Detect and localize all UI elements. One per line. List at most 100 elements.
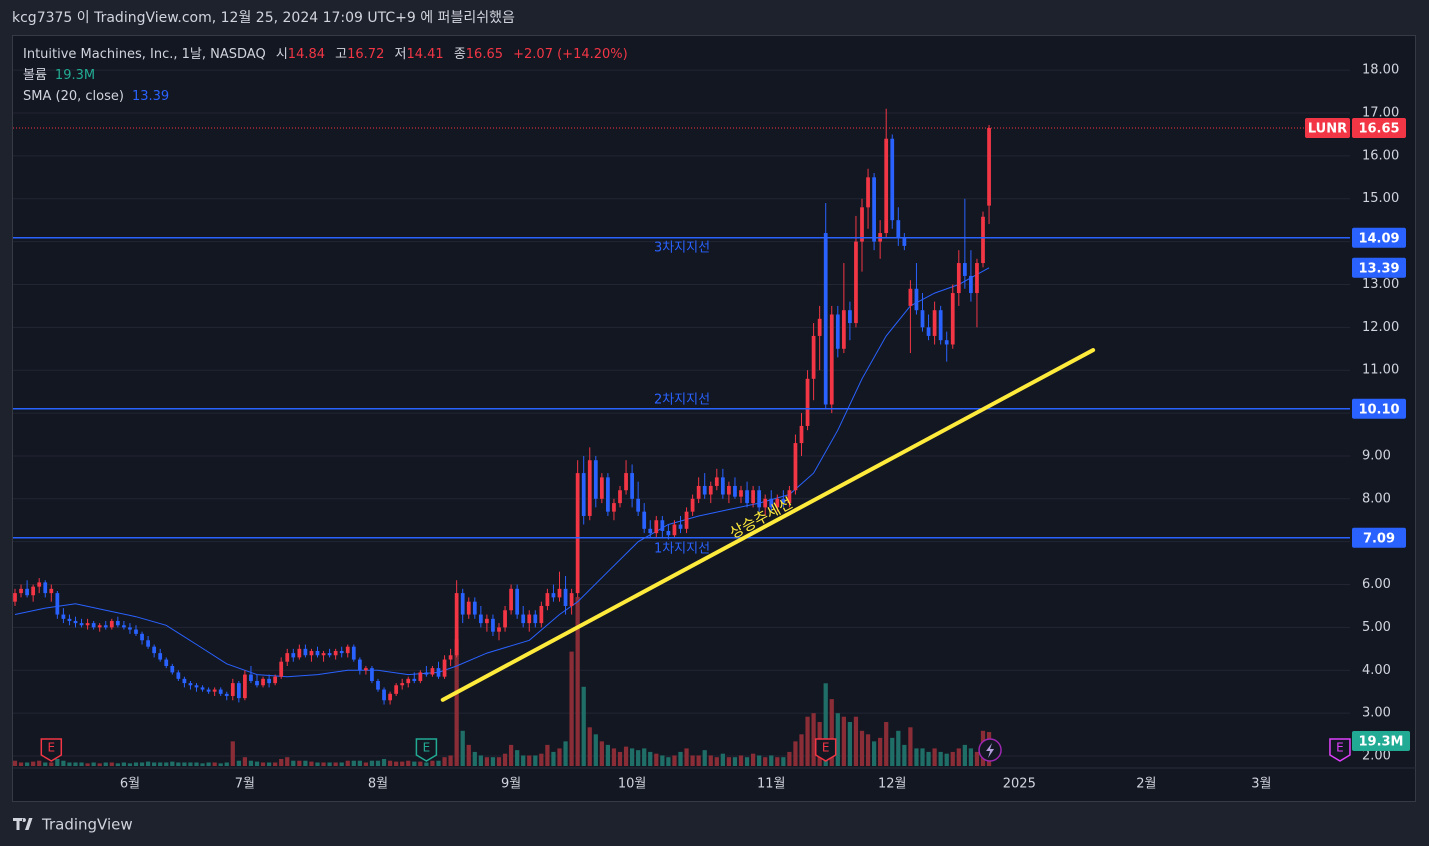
y-tick-label: 18.00 [1362,63,1399,78]
ohlc-label: 저 [394,47,406,62]
volume-bar [260,762,266,766]
volume-bar [466,744,471,766]
candle-body [678,524,683,529]
volume-bar [859,730,865,766]
volume-bar [841,716,846,766]
volume-bar [230,741,235,766]
candle-body [255,680,259,686]
candle-body [212,689,217,692]
volume-bar [43,762,48,766]
volume-bar [248,760,254,766]
volume-bar [79,762,84,766]
volume-bar [920,748,925,766]
x-tick-label: 8월 [368,777,388,792]
sma-name: SMA (20, close) [23,89,124,104]
candle-body [345,646,350,654]
volume-bar [109,762,114,766]
x-tick-label: 7월 [235,777,255,792]
volume-bar [799,734,804,766]
candle-body [854,241,858,324]
volume-bar [176,762,181,766]
candle-body [49,588,54,594]
volume-bar [436,760,441,766]
volume-bar [781,757,786,766]
sma-value: 13.39 [132,89,169,104]
volume-bar [575,597,580,766]
candle-body [884,138,889,234]
volume-bar [775,757,780,766]
y-tick-label: 15.00 [1362,191,1399,206]
volume-bar [145,761,151,766]
candle-body [19,588,23,594]
support-label: 2차지지선 [654,392,710,407]
candle-body [364,668,368,671]
candle-body [763,498,768,508]
logo-mark [13,818,33,830]
candle-body [454,593,459,656]
volume-bar [297,760,302,766]
volume-bar [375,760,381,766]
candle-body [61,614,66,619]
candle-body [279,661,284,677]
candle-body [297,648,302,658]
volume-bar [31,761,36,766]
candle-body [388,693,392,701]
volume-bar [605,744,611,766]
y-tick-label: 3.00 [1362,706,1391,721]
volume-bar [629,748,635,766]
candle-body [751,490,755,504]
volume-bar [515,750,520,766]
candle-body [376,680,380,690]
volume-bar [884,722,889,766]
volume-bar [218,763,223,766]
volume-bar [387,760,393,766]
candle-body [448,655,453,660]
candle-body [745,490,749,504]
candle-body [987,128,991,206]
candle-body [720,477,725,495]
volume-bar [115,763,120,766]
volume-bar [642,748,647,766]
volume-bar [478,755,483,766]
candle-body [31,586,36,596]
volume-bar [551,751,556,766]
y-tick-label: 13.00 [1362,277,1399,292]
candle-body [975,263,979,294]
candle-body [249,674,253,681]
candle-body [103,625,108,628]
volume-bar [472,751,477,766]
volume-bar [611,748,617,766]
candle-body [624,473,628,491]
event-marker [1329,738,1351,762]
volume-bar [569,651,574,766]
x-tick-label: 9월 [501,777,521,792]
candle-body [708,485,713,495]
candle-body [739,490,743,497]
volume-bar [315,762,320,766]
candle-body [593,460,598,499]
volume-bar [291,760,296,766]
level-tag [1352,227,1406,248]
candle-body [660,520,665,531]
ohlc-label: 종 [454,47,466,62]
candle-body [152,646,157,654]
volume-bar [539,753,544,766]
candle-body [932,310,937,336]
candle-body [85,623,90,626]
candle-body [394,685,399,694]
candle-body [533,614,538,624]
volume-bar [508,744,514,766]
legend-sma: SMA (20, close) 13.39 [23,89,169,104]
footer-text: TradingView [41,816,133,834]
level-tag [1352,398,1406,419]
volume-bar [738,755,744,766]
candle-body [339,650,344,654]
volume-bar [351,760,356,766]
candle-body [636,498,641,512]
candle-body [400,683,405,686]
volume-bar [357,760,362,766]
sma-line [14,267,990,678]
candle-body [291,653,296,658]
candle-body [351,646,356,660]
volume-tag-text: 19.3M [1358,735,1403,750]
